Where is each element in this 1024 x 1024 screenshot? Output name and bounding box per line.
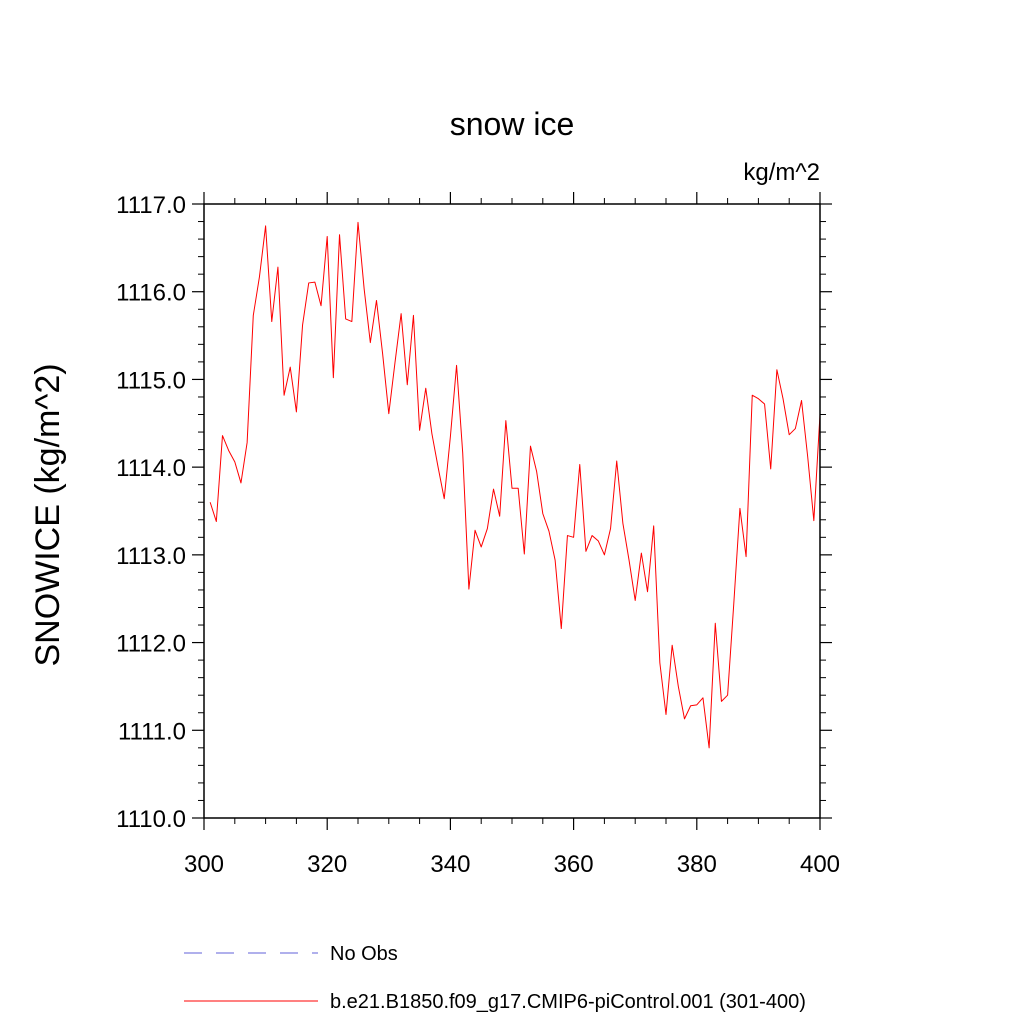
- series-layer: [209, 221, 821, 749]
- units-label: kg/m^2: [743, 159, 820, 186]
- x-tick-label: 380: [677, 851, 717, 878]
- y-tick-label: 1110.0: [116, 806, 186, 833]
- series-line-1: [209, 221, 821, 749]
- y-tick-label: 1115.0: [116, 367, 186, 394]
- x-minor-ticks: [234, 198, 790, 824]
- y-tick-label: 1117.0: [116, 192, 186, 219]
- y-tick-label: 1114.0: [116, 455, 186, 482]
- y-tick-label: 1111.0: [118, 718, 186, 745]
- x-tick-label: 360: [554, 851, 594, 878]
- x-tick-label: 340: [430, 851, 470, 878]
- x-tick-label: 400: [800, 851, 840, 878]
- y-major-ticks: [192, 203, 832, 819]
- y-axis-label: SNOWICE (kg/m^2): [29, 363, 67, 666]
- x-tick-label: 320: [307, 851, 347, 878]
- y-tick-label: 1113.0: [116, 543, 186, 570]
- plot-frame: [203, 203, 821, 819]
- x-tick-label: 300: [184, 851, 224, 878]
- legend-label-model: b.e21.B1850.f09_g17.CMIP6-piControl.001 …: [330, 991, 806, 1013]
- x-major-ticks: [203, 192, 821, 830]
- x-tick-labels: 300 320 340 360 380 400: [184, 851, 840, 878]
- legend: No Obs b.e21.B1850.f09_g17.CMIP6-piContr…: [184, 943, 806, 1013]
- legend-label-no-obs: No Obs: [330, 943, 398, 965]
- y-minor-ticks: [198, 221, 826, 801]
- y-tick-label: 1116.0: [116, 280, 186, 307]
- chart-title: snow ice: [450, 106, 575, 142]
- y-tick-labels: 1110.0 1111.0 1112.0 1113.0 1114.0 1115.0 1116…: [116, 192, 186, 833]
- y-tick-label: 1112.0: [116, 631, 186, 658]
